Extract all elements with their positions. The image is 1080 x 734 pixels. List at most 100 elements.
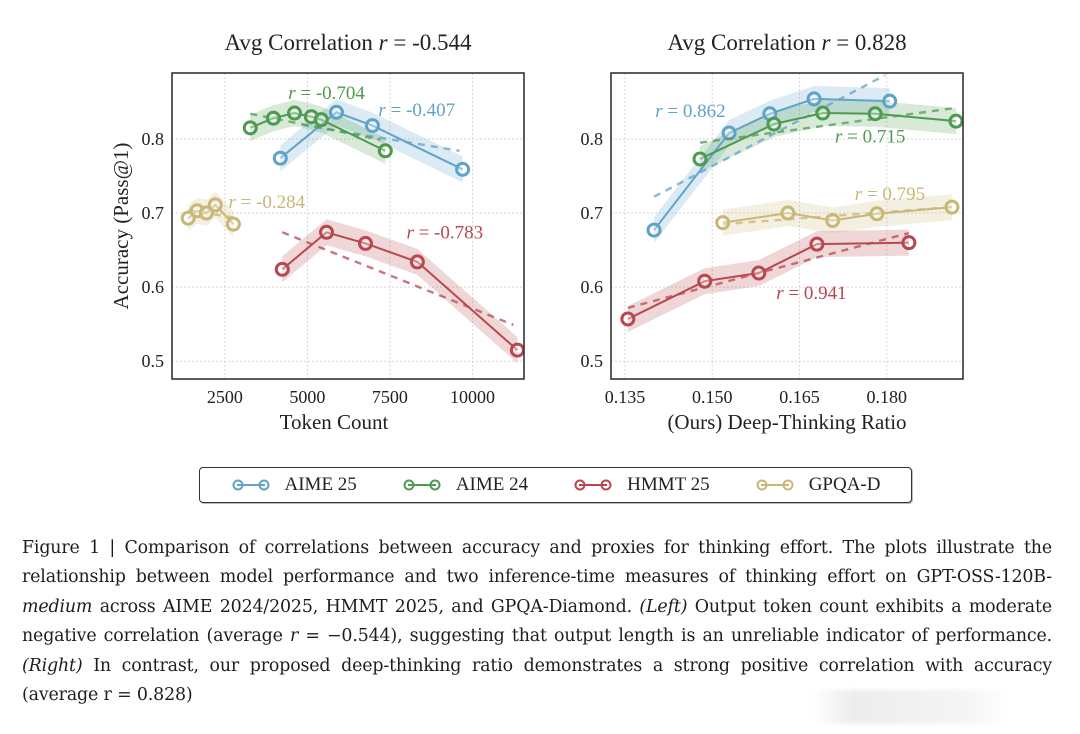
caption-text-4: = −0.544), suggesting that output length… [298,626,1052,647]
series-line-aime-24 [249,111,386,152]
data-point-gpqa-d [225,216,241,232]
right-chart-deep-thinking-ratio: 0.135 0.150 0.165 0.180 0.5 0.6 0.7 0.8 r = 0.86… [581,30,964,434]
correlation-annotation-aime-25: r = -0.407 [378,100,455,121]
data-point-aime-25 [646,222,662,238]
series-line-hmmt-25 [627,241,909,320]
x-tick-label: 10000 [450,387,495,407]
data-point-aime-25 [272,150,288,166]
correlation-annotation-aime-25: r = 0.862 [655,101,725,122]
legend-marker-gpqa-d-icon [756,479,794,491]
legend-item-hmmt25: HMMT 25 [573,474,710,496]
caption-left-tag: (Left) [639,596,688,617]
data-point-gpqa-d [780,205,796,221]
series-line-gpqa-d [722,206,953,224]
trend-line-aime-25 [653,74,886,198]
data-point-hmmt-25 [319,224,335,240]
x-tick-label: 7500 [372,387,408,407]
x-tick-label: 2500 [207,387,243,407]
data-point-aime-25 [455,161,471,177]
confidence-band-hmmt-25 [627,229,909,332]
x-tick-label: 0.135 [605,387,646,407]
legend-item-aime24: AIME 24 [402,474,528,496]
y-tick-label: 0.8 [142,129,165,149]
correlation-annotation-hmmt-25: r = -0.783 [406,222,483,243]
y-tick-label: 0.7 [581,203,604,223]
data-point-hmmt-25 [409,254,425,270]
data-point-gpqa-d [944,199,960,215]
trend-line-aime-24 [250,112,381,141]
y-tick-label: 0.8 [581,129,604,149]
legend-label-gpqa-d: GPQA-D [808,474,881,495]
trend-line-hmmt-25 [281,231,514,327]
legend-item-gpqa-d: GPQA-D [755,474,881,496]
y-tick-label: 0.6 [142,277,165,297]
data-point-gpqa-d [207,197,223,213]
watermark-overlay [812,690,1012,724]
caption-text-2: across AIME 2024/2025, HMMT 2025, and GP… [92,596,640,617]
chart-title: Avg Correlation r = -0.544 [225,30,472,55]
series-line-aime-25 [279,111,464,171]
correlation-annotation-gpqa-d: r = 0.795 [855,184,925,205]
chart-title: Avg Correlation r = 0.828 [667,30,906,55]
data-point-hmmt-25 [358,235,374,251]
data-point-aime-25 [328,104,344,120]
trend-line-aime-24 [699,106,957,144]
caption-text-5: In contrast, our proposed deep-thinking … [22,655,1052,706]
series-line-hmmt-25 [281,231,519,351]
caption-text-3: Output token count exhibits a moderate n… [22,596,1052,647]
x-tick-label: 0.180 [867,387,908,407]
data-point-aime-24 [948,113,963,129]
caption-r-symbol: r [289,626,299,647]
axes-frame [171,72,525,380]
data-point-aime-24 [766,116,782,132]
trend-line-hmmt-25 [627,231,910,310]
data-point-hmmt-25 [697,273,713,289]
caption-text-1: Comparison of correlations between accur… [22,538,1052,588]
data-point-hmmt-25 [509,342,524,358]
y-tick-label: 0.5 [142,351,165,371]
y-tick-label: 0.7 [142,203,165,223]
data-point-gpqa-d [198,205,214,221]
y-tick-label: 0.6 [581,277,604,297]
series-line-aime-25 [653,97,890,231]
series-line-aime-24 [699,112,957,160]
plot-area [620,74,963,332]
data-point-aime-25 [364,118,380,134]
legend-label-aime24: AIME 24 [455,474,529,495]
data-point-hmmt-25 [751,265,767,281]
data-point-aime-24 [287,105,303,121]
legend-marker-aime24-icon [403,479,441,491]
correlation-annotation-gpqa-d: r = -0.284 [228,192,305,213]
x-axis-label: (Ours) Deep-Thinking Ratio [667,410,906,434]
legend: AIME 25 AIME 24 HMMT 25 GPQA-D [199,467,912,503]
data-point-aime-24 [242,120,258,136]
data-point-hmmt-25 [901,235,917,251]
correlation-annotation-aime-24: r = 0.715 [835,127,905,148]
caption-right-tag: (Right) [22,655,83,676]
x-tick-label: 0.150 [692,387,733,407]
legend-label-aime25: AIME 25 [284,474,357,495]
legend-marker-aime25-icon [232,479,269,491]
y-axis-label: Accuracy (Pass@1) [109,143,133,310]
y-tick-label: 0.5 [581,351,604,371]
data-point-aime-25 [721,125,737,141]
left-chart-token-count: 2500 5000 7500 10000 0.5 0.6 0.7 0.8 r = -0.407 r… [109,30,525,434]
figure-canvas: 2500 5000 7500 10000 0.5 0.6 0.7 0.8 r = -0.407 r… [109,30,964,434]
plot-area [180,99,524,364]
data-point-hmmt-25 [274,261,290,277]
x-tick-label: 5000 [289,387,325,407]
data-point-gpqa-d [715,215,731,231]
figure-caption: Figure 1 | Comparison of correlations be… [22,534,1052,710]
data-point-aime-24 [692,151,708,167]
x-axis-label: Token Count [280,410,389,434]
x-tick-label: 0.165 [779,387,820,407]
data-point-aime-25 [882,93,898,109]
data-point-hmmt-25 [809,236,825,252]
data-point-aime-25 [806,91,822,107]
legend-label-hmmt25: HMMT 25 [627,474,710,495]
data-point-aime-24 [265,110,281,126]
series-line-gpqa-d [187,203,235,225]
correlation-annotation-hmmt-25: r = 0.941 [776,283,846,304]
data-point-aime-24 [377,143,393,159]
confidence-band-hmmt-25 [282,219,518,364]
